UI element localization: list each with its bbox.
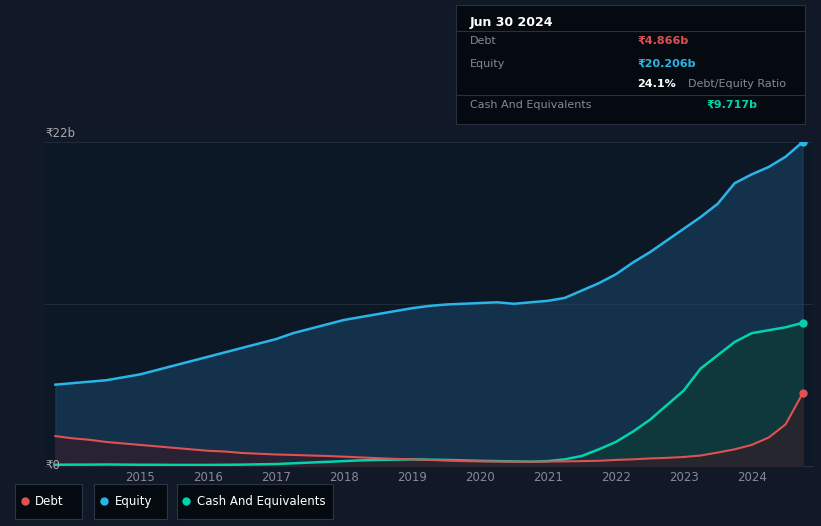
Point <box>796 138 810 146</box>
Text: Debt: Debt <box>35 494 64 508</box>
FancyBboxPatch shape <box>94 483 167 519</box>
Text: ₹0: ₹0 <box>45 459 60 472</box>
FancyBboxPatch shape <box>15 483 82 519</box>
Text: ₹4.866b: ₹4.866b <box>637 36 688 46</box>
Text: Debt/Equity Ratio: Debt/Equity Ratio <box>688 78 786 89</box>
Text: Equity: Equity <box>470 58 505 68</box>
Text: 24.1%: 24.1% <box>637 78 676 89</box>
Point <box>796 319 810 327</box>
Text: Debt: Debt <box>470 36 497 46</box>
Text: Jun 30 2024: Jun 30 2024 <box>470 16 553 29</box>
Text: Cash And Equivalents: Cash And Equivalents <box>470 100 591 110</box>
Text: Equity: Equity <box>115 494 153 508</box>
Text: Cash And Equivalents: Cash And Equivalents <box>197 494 326 508</box>
Point <box>796 389 810 398</box>
Text: ₹20.206b: ₹20.206b <box>637 58 695 68</box>
Text: ₹9.717b: ₹9.717b <box>707 100 758 110</box>
FancyBboxPatch shape <box>177 483 333 519</box>
Text: ₹22b: ₹22b <box>45 127 76 140</box>
